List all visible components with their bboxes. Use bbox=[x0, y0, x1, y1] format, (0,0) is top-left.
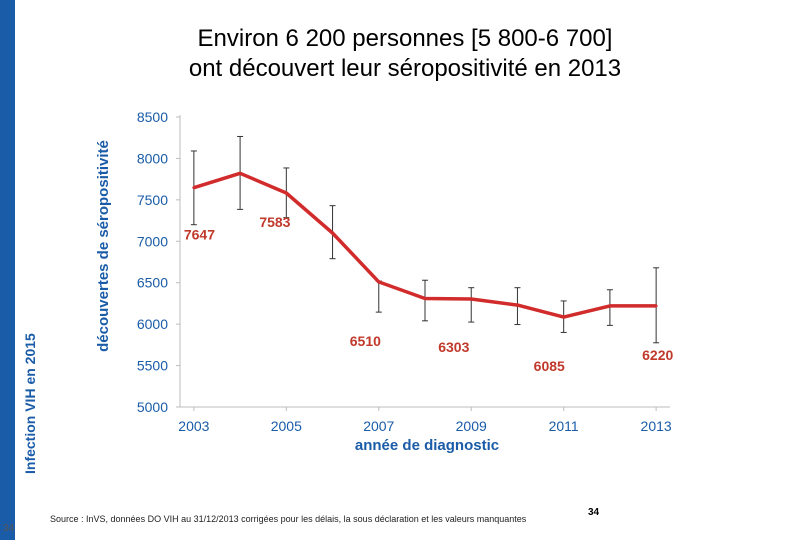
title-line-2: ont découvert leur séropositivité en 201… bbox=[188, 55, 622, 82]
slide-title: Environ 6 200 personnes [5 800-6 700] on… bbox=[100, 24, 710, 84]
y-tick-label: 6500 bbox=[137, 275, 168, 291]
data-label: 7647 bbox=[184, 227, 215, 243]
page-number-right: 34 bbox=[588, 507, 600, 518]
y-tick-label: 8000 bbox=[137, 150, 168, 166]
y-tick-label: 5000 bbox=[137, 399, 168, 415]
x-tick-label: 2007 bbox=[363, 418, 394, 434]
data-label: 6220 bbox=[642, 347, 673, 363]
data-point bbox=[469, 297, 473, 301]
data-point bbox=[284, 191, 288, 195]
x-tick-label: 2011 bbox=[549, 418, 579, 434]
x-tick-label: 2013 bbox=[641, 418, 672, 434]
y-tick-label: 7500 bbox=[137, 192, 168, 208]
x-tick-label: 2009 bbox=[456, 418, 487, 434]
data-point bbox=[608, 304, 612, 308]
x-axis-label: année de diagnostic bbox=[355, 437, 499, 454]
y-tick-label: 7000 bbox=[137, 233, 168, 249]
source-note: Source : InVS, données DO VIH au 31/12/2… bbox=[50, 514, 527, 524]
data-label: 7583 bbox=[259, 214, 290, 230]
x-tick-label: 2003 bbox=[178, 418, 209, 434]
data-label: 6510 bbox=[350, 333, 381, 349]
data-point bbox=[192, 186, 196, 190]
y-tick-label: 6000 bbox=[137, 316, 168, 332]
y-tick-label: 5500 bbox=[137, 358, 168, 374]
title-line-1: Environ 6 200 personnes [5 800-6 700] bbox=[197, 25, 613, 52]
page-number-bottom: 34 bbox=[3, 523, 15, 534]
data-point bbox=[515, 303, 519, 307]
data-point bbox=[238, 171, 242, 175]
side-accent-bar bbox=[0, 0, 15, 540]
data-point bbox=[331, 231, 335, 235]
data-point bbox=[562, 315, 566, 319]
x-tick-label: 2005 bbox=[271, 418, 302, 434]
data-point bbox=[654, 304, 658, 308]
data-label: 6303 bbox=[438, 339, 469, 355]
data-label: 6085 bbox=[534, 358, 565, 374]
data-point bbox=[423, 296, 427, 300]
y-tick-label: 8500 bbox=[137, 109, 168, 125]
data-point bbox=[377, 280, 381, 284]
y-axis-label: découvertes de séropositivité bbox=[95, 140, 112, 352]
